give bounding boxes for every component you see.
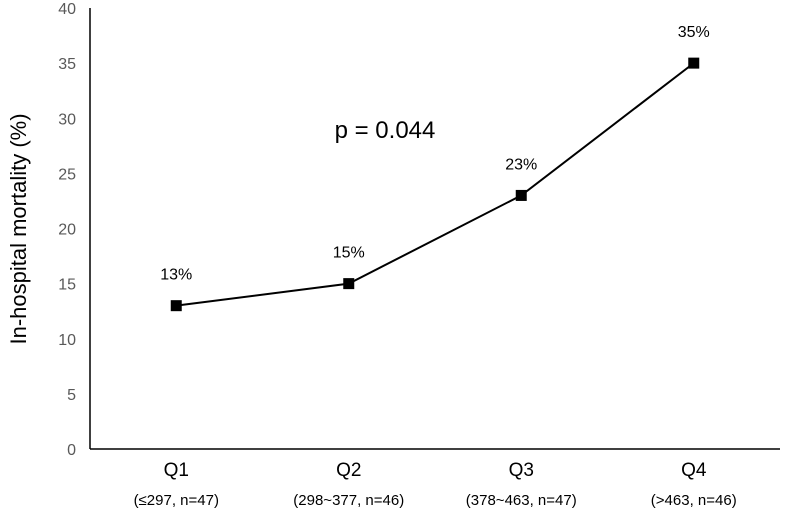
y-tick-label: 15 xyxy=(58,277,76,294)
series-line xyxy=(176,62,695,307)
y-tick-label: 40 xyxy=(58,1,76,18)
y-tick-label: 0 xyxy=(67,442,76,459)
y-tick-label: 20 xyxy=(58,222,76,239)
data-value-label: 23% xyxy=(505,156,537,173)
y-axis-label: In-hospital mortality (%) xyxy=(6,113,31,344)
x-category-label: Q2 xyxy=(336,460,361,481)
data-point-marker xyxy=(343,278,355,290)
x-category-sublabel: (≤297, n=47) xyxy=(134,492,219,509)
series-group xyxy=(170,57,700,312)
x-category-label: Q3 xyxy=(509,460,534,481)
y-tick-label: 10 xyxy=(58,332,76,349)
data-value-label: 35% xyxy=(678,24,710,41)
x-category-sublabel: (298~377, n=46) xyxy=(293,492,404,509)
x-category-labels: Q1 (≤297, n=47) Q2 (298~377, n=46) Q3 (378~46… xyxy=(134,460,737,509)
y-tick-label: 35 xyxy=(58,56,76,73)
y-tick-label: 25 xyxy=(58,166,76,183)
y-tick-label: 30 xyxy=(58,111,76,128)
y-tick-label: 5 xyxy=(67,387,76,404)
x-category-sublabel: (378~463, n=47) xyxy=(466,492,577,509)
x-category-label: Q1 xyxy=(164,460,189,481)
x-category-label: Q4 xyxy=(681,460,707,481)
data-point-marker xyxy=(170,300,182,312)
data-value-label: 13% xyxy=(160,267,192,284)
data-point-marker xyxy=(688,57,700,69)
x-category-sublabel: (>463, n=46) xyxy=(651,492,737,509)
data-labels: 13% 15% 23% 35% xyxy=(160,24,710,284)
y-ticks: 0 5 10 15 20 25 30 35 40 xyxy=(58,1,76,459)
p-value-annotation: p = 0.044 xyxy=(335,117,436,144)
data-point-marker xyxy=(515,189,527,201)
data-value-label: 15% xyxy=(333,245,365,262)
